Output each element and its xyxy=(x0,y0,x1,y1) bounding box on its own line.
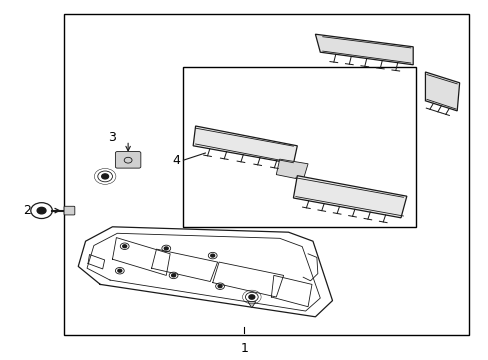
Circle shape xyxy=(248,295,254,299)
Circle shape xyxy=(122,245,126,248)
Circle shape xyxy=(171,274,175,277)
Polygon shape xyxy=(193,126,297,164)
Circle shape xyxy=(210,254,214,257)
Polygon shape xyxy=(276,159,307,180)
Text: 2: 2 xyxy=(23,204,31,217)
Polygon shape xyxy=(247,302,255,308)
Circle shape xyxy=(37,207,46,214)
Polygon shape xyxy=(293,176,406,218)
Polygon shape xyxy=(425,72,459,111)
Circle shape xyxy=(164,247,168,250)
FancyBboxPatch shape xyxy=(115,152,141,168)
Text: 1: 1 xyxy=(240,342,248,355)
Circle shape xyxy=(102,174,108,179)
Bar xyxy=(63,14,468,335)
Bar xyxy=(183,67,415,227)
Polygon shape xyxy=(315,34,412,65)
FancyBboxPatch shape xyxy=(64,206,75,215)
Text: 4: 4 xyxy=(172,154,180,167)
Text: 3: 3 xyxy=(108,131,116,144)
Circle shape xyxy=(118,269,122,272)
Circle shape xyxy=(218,285,222,288)
